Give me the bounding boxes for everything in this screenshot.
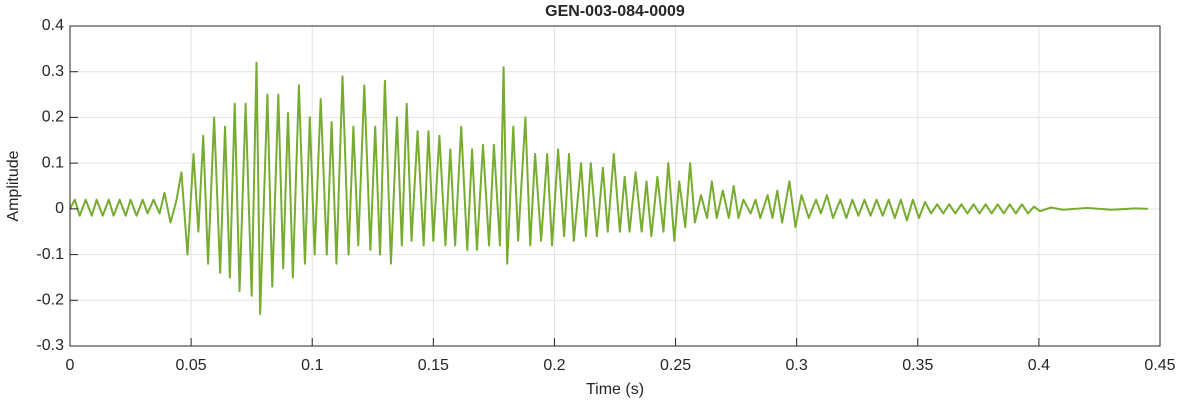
x-tick-label: 0.1 [301,357,323,374]
x-tick-label: 0 [66,357,75,374]
chart-title: GEN-003-084-0009 [545,3,685,20]
y-tick-label: 0 [55,200,64,217]
y-tick-label: 0.2 [42,109,64,126]
grid [69,25,1161,347]
x-tick-label: 0.05 [176,357,207,374]
y-tick-label: 0.3 [42,63,64,80]
y-tick-label: -0.1 [36,246,64,263]
x-tick-label: 0.15 [418,357,449,374]
plot-area [69,61,1148,315]
y-tick-label: 0.1 [42,154,64,171]
x-tick-label: 0.45 [1144,357,1175,374]
y-tick-label: -0.2 [36,292,64,309]
x-tick-label: 0.2 [543,357,565,374]
x-tick-label: 0.35 [902,357,933,374]
waveform-line [69,61,1148,315]
x-axis-label: Time (s) [586,381,644,398]
y-axis-label: Amplitude [5,150,22,221]
y-tick-label: 0.4 [42,17,64,34]
axes-box [69,25,1161,347]
x-tick-label: 0.4 [1028,357,1050,374]
x-tick-label: 0.25 [660,357,691,374]
x-tick-label: 0.3 [786,357,808,374]
y-tick-label: -0.3 [36,337,64,354]
